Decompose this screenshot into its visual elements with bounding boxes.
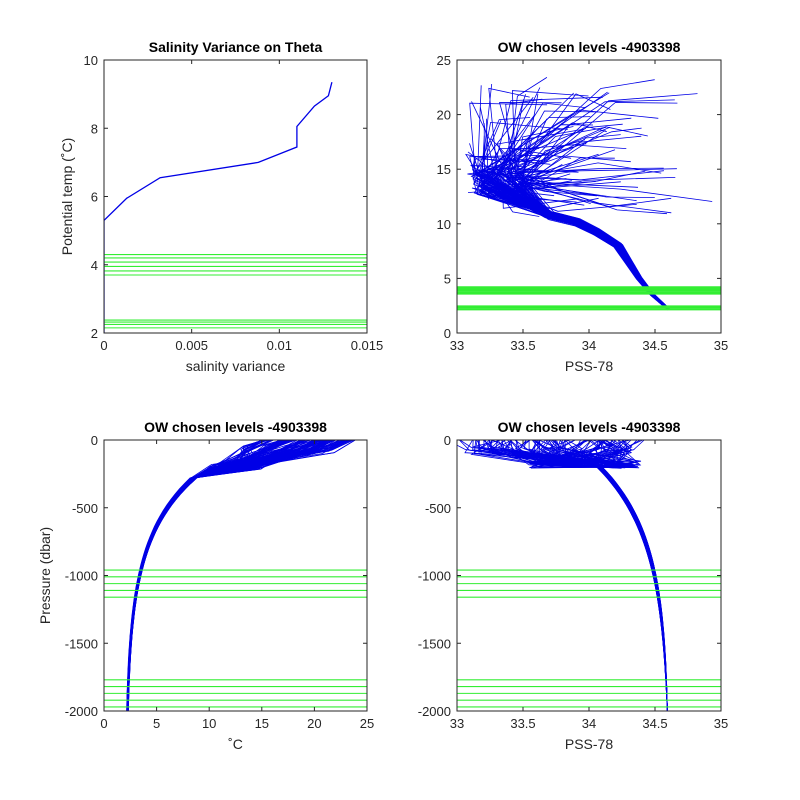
profile-line <box>472 155 669 309</box>
x-tick-label: 0.005 <box>175 338 208 353</box>
x-axis-label: salinity variance <box>186 358 286 374</box>
y-tick-label: -2000 <box>65 704 98 719</box>
profile-line <box>478 155 670 309</box>
y-tick-label: -2000 <box>418 704 451 719</box>
chart-panel-2: 33 33.5 34 34.5 35 0 5 10 15 20 25 OW chosen levels… <box>437 39 729 374</box>
variance-line <box>104 82 333 333</box>
profile-lines <box>457 440 668 711</box>
x-tick-label: 20 <box>307 716 321 731</box>
chart-panel-1: 0 0.005 0.01 0.015 2 4 6 8 10 Salinity Variance o… <box>59 39 383 374</box>
y-tick-label: 0 <box>91 433 98 448</box>
x-tick-label: 33 <box>450 338 464 353</box>
y-tick-label: 0 <box>444 433 451 448</box>
x-tick-label: 33 <box>450 716 464 731</box>
y-tick-label: 5 <box>444 271 451 286</box>
x-tick-label: 34.5 <box>642 338 667 353</box>
y-tick-label: 10 <box>84 53 98 68</box>
x-tick-label: 0.015 <box>351 338 384 353</box>
y-tick-label: -1000 <box>65 569 98 584</box>
chart-title: Salinity Variance on Theta <box>149 39 323 55</box>
y-tick-label: 10 <box>437 217 451 232</box>
x-axis-label: PSS-78 <box>565 358 613 374</box>
x-tick-label: 10 <box>202 716 216 731</box>
x-tick-label: 34 <box>582 338 596 353</box>
x-axis-label: PSS-78 <box>565 736 613 752</box>
profile-line <box>476 109 669 309</box>
y-tick-label: -500 <box>72 501 98 516</box>
x-tick-label: 34 <box>582 716 596 731</box>
y-tick-label: 20 <box>437 108 451 123</box>
x-tick-label: 35 <box>714 716 728 731</box>
chosen-levels <box>457 569 721 708</box>
profile-line <box>126 440 333 711</box>
y-tick-label: 25 <box>437 53 451 68</box>
chosen-levels <box>104 569 367 708</box>
x-tick-label: 35 <box>714 338 728 353</box>
x-tick-label: 34.5 <box>642 716 667 731</box>
x-axis-label: ˚C <box>228 736 243 752</box>
profile-line <box>127 440 327 711</box>
plot-area <box>104 82 367 333</box>
profile-lines <box>126 440 356 711</box>
x-tick-label: 25 <box>360 716 374 731</box>
x-tick-label: 5 <box>153 716 160 731</box>
y-tick-label: -1000 <box>418 569 451 584</box>
x-tick-label: 0 <box>100 716 107 731</box>
x-tick-label: 0 <box>100 338 107 353</box>
x-tick-label: 33.5 <box>510 338 535 353</box>
y-tick-label: 0 <box>444 326 451 341</box>
y-tick-label: 2 <box>91 326 98 341</box>
y-tick-label: 4 <box>91 258 98 273</box>
y-tick-label: 8 <box>91 121 98 136</box>
plot-area <box>457 77 721 311</box>
profile-line <box>478 135 669 309</box>
chart-title: OW chosen levels -4903398 <box>498 419 681 435</box>
chart-panel-3: 0 5 10 15 20 25 -2000 -1500 -1000 -500 0 OW chosen … <box>37 419 374 752</box>
plot-area <box>104 440 367 711</box>
y-tick-label: 15 <box>437 162 451 177</box>
y-tick-label: -1500 <box>65 636 98 651</box>
y-tick-label: -1500 <box>418 636 451 651</box>
chart-panel-4: 33 33.5 34 34.5 35 -2000 -1500 -1000 -500 0 OW cho… <box>418 419 728 752</box>
y-axis-label: Pressure (dbar) <box>37 527 53 624</box>
y-axis-label: Potential temp (˚C) <box>59 138 75 255</box>
chosen-levels <box>457 286 721 311</box>
x-tick-label: 0.01 <box>267 338 292 353</box>
x-tick-label: 33.5 <box>510 716 535 731</box>
profile-line <box>472 158 668 310</box>
chart-title: OW chosen levels -4903398 <box>144 419 327 435</box>
profile-line <box>568 440 668 711</box>
x-tick-label: 15 <box>255 716 269 731</box>
plot-area <box>457 440 721 711</box>
y-tick-label: 6 <box>91 190 98 205</box>
chosen-levels <box>104 253 367 329</box>
y-tick-label: -500 <box>425 501 451 516</box>
chart-title: OW chosen levels -4903398 <box>498 39 681 55</box>
